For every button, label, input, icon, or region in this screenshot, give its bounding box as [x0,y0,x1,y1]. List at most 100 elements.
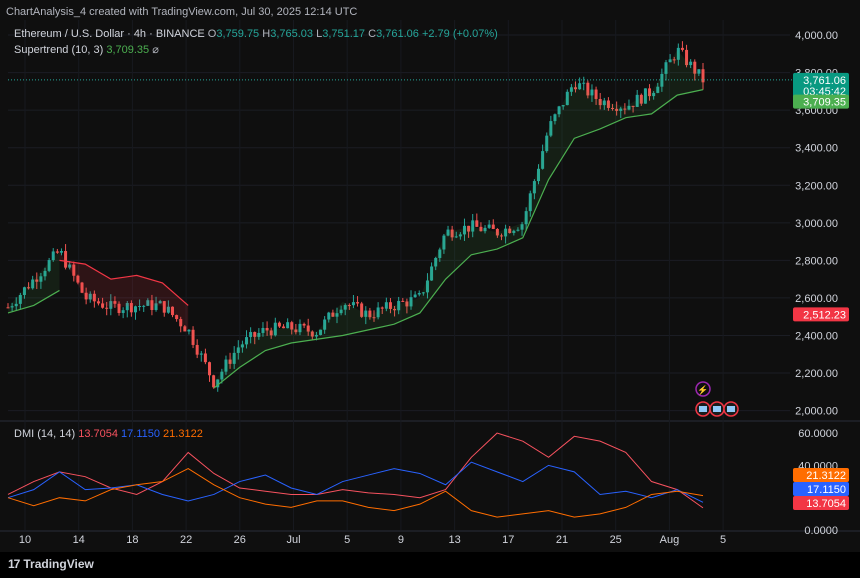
candle-body [697,69,701,74]
candle-body [170,306,174,316]
candle-body [294,329,298,333]
candle-body [191,329,195,345]
dmi-value-badge-text: 21.3122 [806,470,846,482]
candle-body [425,280,429,293]
candle-body [524,211,528,225]
candle-body [417,293,421,295]
x-tick-label: 17 [502,534,514,546]
y-tick-label: 3,400.00 [795,143,838,155]
candle-body [606,100,610,108]
candle-body [310,331,314,337]
candle-body [516,229,520,231]
candle-body [397,300,401,311]
lightning-event-icon[interactable] [695,381,711,397]
y-tick-label: 4,000.00 [795,30,838,42]
candle-body [224,359,228,372]
candle-body [162,301,166,313]
dmi-value-badge-text: 13.7054 [806,498,846,510]
dmi-value-badge[interactable] [793,482,849,496]
candle-body [150,300,154,310]
last-price-badge[interactable] [793,72,849,99]
candle-body [138,306,142,308]
candle-body [388,302,392,309]
candle-body [450,229,454,238]
supertrend-legend[interactable]: Supertrend (10, 3) 3,709.35 ⌀ [14,43,159,56]
symbol-label[interactable]: Ethereum / U.S. Dollar · 4h · BINANCE [14,28,205,40]
footer-bar: 17 TradingView [0,552,860,578]
candle-body [590,89,594,96]
candle-body [265,327,269,331]
candle-body [166,306,170,313]
candle-body [668,59,672,63]
created-by-text: ChartAnalysis_4 created with TradingView… [6,6,358,18]
flag-icon [713,406,721,412]
candle-body [277,322,281,327]
supertrend-line [7,289,60,314]
dmi-series-line [7,468,704,518]
change-value: +2.79 (+0.07%) [421,28,498,40]
candle-body [27,287,31,289]
x-tick-label: 10 [19,534,31,546]
candle-body [183,326,187,332]
lightning-glyph: ⚡ [697,384,708,396]
dmi-value-badge-text: 17.1150 [807,484,846,496]
dmi-series-line [7,432,704,509]
open-value: 3,759.75 [216,28,260,40]
tradingview-logo[interactable]: 17 TradingView [8,557,94,571]
candle-body [376,307,380,318]
dmi-legend[interactable]: DMI (14, 14) 13.7054 17.1150 21.3122 [14,428,203,440]
supertrend-badge[interactable] [793,94,849,109]
candle-body [212,375,216,388]
candle-body [594,89,598,99]
candle-body [405,301,409,307]
candle-body [286,322,290,329]
candle-body [146,300,150,306]
candle-body [368,310,372,318]
x-tick-label: 26 [234,534,246,546]
candle-body [541,151,545,169]
candle-body [290,322,294,330]
y-tick-label: 2,200.00 [795,368,838,380]
candle-body [549,121,553,136]
candle-body [319,329,323,335]
candle-body [88,293,92,300]
y-tick-label: 2,400.00 [795,330,838,342]
candle-body [561,105,565,107]
candle-body [43,270,47,277]
candle-body [80,282,84,293]
x-tick-label: 9 [398,534,404,546]
candle-body [105,307,109,309]
candle-body [393,308,397,311]
candle-body [586,82,590,96]
candle-body [454,236,458,238]
dmi-value-badge[interactable] [793,468,849,482]
high-value: 3,765.03 [270,28,314,40]
candle-body [220,371,224,380]
last-price-badge-text: 3,761.06 [803,75,846,87]
candle-body [331,312,335,317]
candle-body [619,108,623,111]
hidden-icon[interactable]: ⌀ [152,44,159,56]
candle-body [216,379,220,388]
candle-body [59,251,63,253]
candle-body [446,229,450,236]
candle-body [430,266,434,281]
candle-body [6,307,10,309]
y-tick-label: 3,200.00 [795,180,838,192]
candle-body [203,353,207,363]
marker-badge[interactable] [793,307,849,322]
supertrend-badge-text: 3,709.35 [803,97,846,109]
candle-body [269,330,273,336]
dmi-value-badge[interactable] [793,496,849,510]
candle-body [129,303,133,313]
candle-body [133,306,137,313]
candle-body [179,319,183,327]
candle-body [351,302,355,306]
candle-body [676,47,680,60]
dmi-adx-value: 13.7054 [78,428,118,440]
close-value: 3,761.06 [376,28,419,40]
candle-body [187,329,191,332]
marker-badge-text: 2,512.23 [803,309,846,321]
